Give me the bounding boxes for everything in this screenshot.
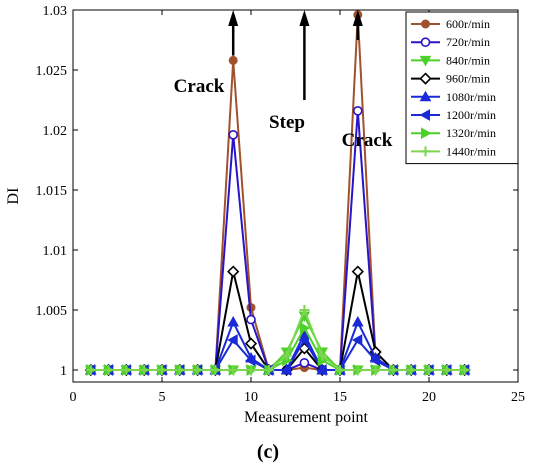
legend-marker: [420, 146, 431, 157]
y-tick-label: 1.015: [36, 184, 68, 199]
legend-marker: [419, 90, 432, 102]
x-tick-label: 5: [159, 390, 166, 405]
data-point: [298, 334, 309, 346]
data-point: [459, 365, 470, 375]
legend-label: 840r/min: [446, 53, 490, 67]
data-point: [246, 314, 256, 325]
data-point: [228, 55, 238, 65]
data-point: [441, 365, 452, 375]
series-line: [90, 307, 465, 371]
legend-entry: 1440r/min: [411, 144, 496, 158]
legend-entry: 1320r/min: [411, 126, 496, 140]
legend-box: [405, 11, 519, 165]
data-point: [246, 365, 256, 375]
data-point: [424, 365, 434, 375]
y-tick-label: 1: [60, 364, 67, 379]
data-point: [351, 265, 364, 278]
data-point: [121, 365, 132, 375]
annotation-label: Crack: [342, 130, 393, 151]
legend-entry: 960r/min: [411, 72, 490, 86]
data-point: [299, 357, 310, 368]
data-point: [85, 365, 96, 375]
annotations: Crack Step Crack: [174, 10, 393, 151]
legend: 600r/min 720r/min 840r/min 960r/min 1080r/mi…: [405, 11, 519, 165]
data-point: [244, 337, 258, 350]
legend-marker: [419, 72, 432, 85]
data-point: [228, 130, 238, 140]
legend-label: 1080r/min: [446, 90, 496, 104]
y-tick-label: 1.03: [43, 4, 68, 19]
data-point: [139, 365, 150, 375]
data-point: [280, 364, 292, 376]
series-1440r/min: [85, 305, 470, 375]
data-point: [103, 365, 114, 375]
axes: 0 5 10 15 20 25 1 1.005 1.01 1.015 1.02 1.025 1.03: [36, 4, 526, 405]
x-tick-label: 15: [333, 390, 347, 405]
x-tick-label: 0: [70, 390, 77, 405]
data-point: [192, 365, 203, 375]
y-tick-label: 1.01: [43, 244, 68, 259]
data-point: [370, 365, 381, 375]
series-960r/min: [84, 265, 471, 377]
data-point: [406, 365, 417, 375]
data-point: [227, 334, 238, 346]
data-point: [352, 106, 363, 116]
arrow-head: [299, 10, 310, 26]
legend-marker: [421, 19, 430, 29]
data-point: [210, 365, 221, 375]
x-tick-label: 10: [244, 390, 258, 405]
legend-entry: 600r/min: [411, 17, 490, 31]
data-point: [157, 365, 167, 375]
y-tick-label: 1.005: [36, 304, 68, 319]
legend-label: 600r/min: [446, 17, 490, 31]
legend-label: 1200r/min: [446, 108, 496, 122]
legend-label: 1440r/min: [446, 144, 496, 158]
x-tick-label: 20: [422, 390, 436, 405]
y-tick-label: 1.02: [43, 124, 68, 139]
series-layer: [84, 10, 471, 377]
legend-marker: [419, 55, 432, 67]
data-point: [351, 315, 364, 327]
data-point: [388, 365, 399, 375]
legend-entry: 840r/min: [411, 53, 490, 67]
panel-label: (c): [257, 441, 279, 463]
data-point: [244, 354, 256, 367]
data-point: [263, 365, 274, 375]
legend-entry: 720r/min: [411, 35, 490, 49]
legend-label: 720r/min: [446, 35, 490, 49]
data-point: [352, 365, 363, 375]
arrow-head: [352, 10, 363, 26]
data-point: [317, 350, 328, 361]
data-point: [228, 365, 239, 375]
data-point: [227, 265, 240, 278]
annotation-label: Crack: [174, 76, 225, 97]
annotation-label: Step: [269, 112, 305, 133]
data-point: [299, 305, 310, 315]
data-point: [281, 350, 292, 361]
legend-marker: [419, 109, 430, 121]
plot-frame: [72, 9, 519, 383]
data-point: [227, 315, 240, 327]
arrow-head: [228, 10, 239, 26]
legend-label: 1320r/min: [446, 126, 496, 140]
y-axis-label: DI: [5, 188, 22, 205]
series-line: [90, 271, 465, 371]
data-point: [299, 322, 311, 334]
legend-label: 960r/min: [446, 72, 490, 86]
data-point: [316, 364, 327, 376]
legend-marker: [421, 127, 432, 140]
data-point: [335, 365, 345, 375]
data-point: [351, 334, 363, 346]
legend-entry: 1200r/min: [411, 108, 496, 122]
y-tick-label: 1.025: [36, 64, 68, 79]
legend-marker: [420, 37, 431, 48]
x-tick-label: 25: [511, 390, 525, 405]
data-point: [369, 354, 381, 367]
x-axis-label: Measurement point: [244, 409, 369, 426]
legend-entry: 1080r/min: [411, 90, 496, 104]
data-point: [174, 365, 185, 375]
